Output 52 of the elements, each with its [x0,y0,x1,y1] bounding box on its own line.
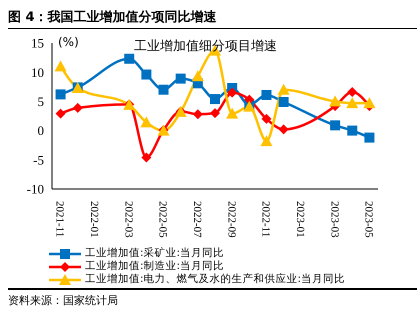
x-tick-label: 2021-11 [54,201,66,238]
point [192,109,203,120]
point [278,124,289,134]
point [210,94,220,104]
point [363,97,376,108]
point [278,84,290,95]
point [210,108,220,118]
point [54,60,67,72]
legend-label: 工业增加值:电力、燃气及水的生产和供应业:当月同比 [85,273,346,286]
point [158,84,169,95]
legend-label: 工业增加值:采矿业:当月同比 [85,247,224,260]
point [141,152,152,162]
point [176,74,186,84]
y-tick-label: -10 [26,182,44,197]
point [227,88,238,98]
point [260,135,272,146]
point [346,97,358,108]
point [140,116,152,128]
x-tick-label: 2023-05 [362,201,375,238]
point [329,95,342,106]
legend-label: 工业增加值:制造业:当月同比 [85,260,224,273]
point [347,126,358,136]
y-tick-label: 15 [31,36,44,51]
point [56,89,66,100]
x-tick-label: 2022-09 [225,201,238,238]
point [226,108,238,119]
point [124,54,134,64]
y-tick-label: 10 [31,64,44,80]
y-axis-title: (%) [58,35,79,49]
y-tick-label: -5 [33,152,44,168]
text: 资料来源：国家统计局 [8,293,119,308]
x-tick-label: 2023-03 [328,201,340,238]
x-tick-label: 2023-01 [294,201,306,238]
point [72,102,83,113]
point [347,87,358,98]
x-tick-label: 2022-05 [156,201,169,238]
point [278,96,289,107]
point [364,132,374,143]
point [261,114,272,124]
y-tick-label: 0 [38,123,44,138]
x-tick-label: 2022-11 [260,201,272,238]
x-tick-label: 2022-07 [190,201,203,238]
annotation: 工业增加值细分项目增速 [134,38,277,55]
x-tick-label: 2022-03 [122,201,134,238]
point [141,70,152,80]
chart-title: 图 4：我国工业增加值分项同比增速 [8,8,417,29]
point [330,120,340,130]
y-tick-label: 5 [38,94,44,110]
point [56,108,66,119]
x-tick-label: 2022-01 [88,201,100,238]
point [261,90,272,100]
point [192,70,204,82]
